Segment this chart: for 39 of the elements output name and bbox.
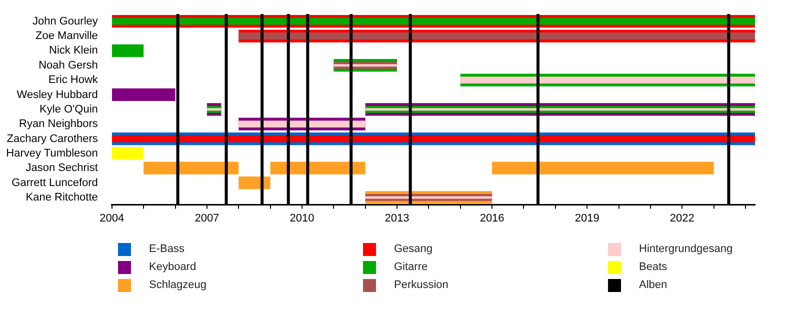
y-tick-label: Garrett Lunceford (12, 176, 98, 189)
y-tick-label: Nick Klein (49, 44, 98, 57)
legend-label: Perkussion (394, 279, 448, 291)
x-tick-label: 2013 (384, 212, 410, 224)
x-tick-label: 2004 (100, 212, 124, 224)
y-tick-label: Harvey Tumbleson (6, 147, 98, 160)
legend-label: Schlagzeug (149, 279, 206, 291)
legend-label: Hintergrundgesang (639, 243, 733, 255)
x-tick-label: 2007 (194, 212, 220, 224)
y-tick-label: Kane Ritchotte (26, 191, 98, 204)
y-tick-label: Jason Sechrist (26, 162, 98, 174)
y-tick-label: Eric Howk (48, 74, 98, 86)
y-tick-label: Zoe Manville (36, 30, 98, 42)
legend-label: Alben (639, 279, 668, 291)
bar (206, 108, 222, 111)
y-tick-label: Noah Gersh (38, 59, 98, 72)
legend-label: E-Bass (149, 243, 184, 255)
bar (238, 176, 270, 190)
legend-label: Gitarre (394, 261, 428, 273)
bar (238, 32, 755, 40)
legend-label: Gesang (394, 243, 433, 255)
y-tick-label: Zachary Carothers (6, 132, 98, 145)
y-tick-label: Wesley Hubbard (16, 88, 98, 101)
x-tick-label: 2022 (670, 212, 694, 224)
x-tick-label: 2019 (574, 212, 600, 224)
bar (365, 108, 755, 111)
bar (492, 162, 714, 174)
x-tick-label: 2010 (290, 212, 314, 224)
bar (334, 64, 398, 67)
legend-label: Keyboard (149, 261, 196, 273)
y-tick-label: John Gourley (32, 15, 98, 28)
bar (112, 88, 176, 102)
bar (112, 44, 144, 58)
y-tick-label: Ryan Neighbors (19, 118, 98, 130)
bar (112, 147, 144, 160)
x-tick-label: 2016 (480, 212, 504, 224)
y-tick-label: Kyle O'Quin (40, 103, 98, 116)
legend-label: Beats (639, 261, 668, 273)
bar (144, 162, 239, 174)
